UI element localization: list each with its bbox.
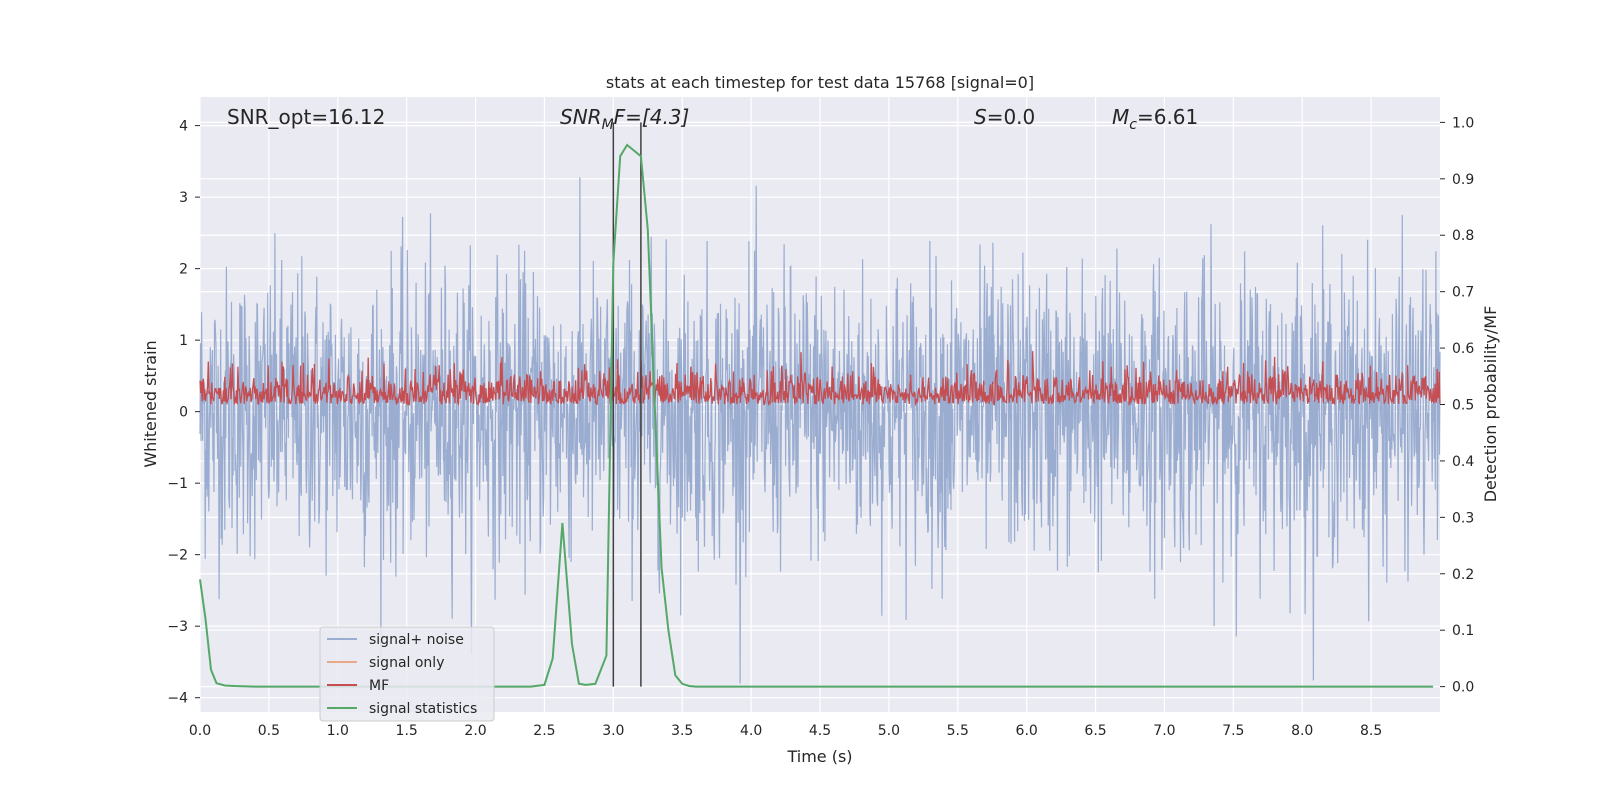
- y-right-axis-ticks: 1.0 0.9 0.8 0.7 0.6 0.5 0.4 0.3 0.2 0.1 0.0: [1440, 115, 1474, 696]
- chart-title: stats at each timestep for test data 157…: [606, 73, 1034, 92]
- x-tick-label-14: 7.0: [1153, 723, 1175, 739]
- legend-label-signal-noise: signal+ noise: [369, 632, 464, 648]
- mf-series: [199, 351, 1441, 407]
- legend-label-signal-only: signal only: [369, 655, 444, 671]
- x-tick-label-6: 3.0: [602, 723, 624, 739]
- legend: signal+ noise signal only MF signal stat…: [319, 626, 495, 722]
- y-left-tick-label-5: −1: [167, 476, 188, 492]
- y-left-tick-label-4: 0: [179, 405, 188, 421]
- annotation-mc: Mc=6.61: [1112, 105, 1198, 133]
- x-tick-label-10: 5.0: [878, 723, 900, 739]
- x-tick-label-17: 8.5: [1360, 723, 1382, 739]
- x-axis-label: Time (s): [786, 747, 852, 766]
- legend-label-mf: MF: [369, 678, 389, 694]
- y-left-axis-ticks: 4 3 2 1 0 −1 −2 −3 −4: [167, 119, 200, 707]
- x-tick-label-9: 4.5: [809, 723, 831, 739]
- y-right-tick-label-1: 0.9: [1452, 172, 1474, 188]
- y-right-tick-label-4: 0.6: [1452, 341, 1474, 357]
- x-tick-label-5: 2.5: [533, 723, 555, 739]
- y-left-tick-label-8: −4: [167, 691, 188, 707]
- x-tick-label-11: 5.5: [947, 723, 969, 739]
- y-left-axis-label: Whitened strain: [141, 340, 160, 467]
- y-right-tick-label-5: 0.5: [1452, 398, 1474, 414]
- signal-noise-series: [199, 177, 1441, 684]
- y-left-tick-label-1: 3: [179, 190, 188, 206]
- x-tick-label-16: 8.0: [1291, 723, 1313, 739]
- y-right-tick-label-6: 0.4: [1452, 454, 1474, 470]
- x-tick-label-4: 2.0: [464, 723, 486, 739]
- x-tick-label-3: 1.5: [396, 723, 418, 739]
- legend-label-signal-statistics: signal statistics: [369, 701, 477, 717]
- annotation-snr-mf-sub: M: [602, 117, 614, 133]
- signal-noise-line: [199, 177, 1441, 684]
- x-tick-label-13: 6.5: [1084, 723, 1106, 739]
- legend-box: [319, 626, 495, 722]
- annotation-snr-mf-main: SNR: [560, 105, 602, 129]
- annotation-s-rest: =0.0: [987, 105, 1036, 129]
- annotation-snr-mf: SNRMF=[4.3]: [560, 105, 689, 133]
- signal-statistics-series: [199, 143, 1434, 688]
- y-left-tick-label-0: 4: [179, 119, 188, 135]
- annotation-snr-opt: SNR_opt=16.12: [227, 105, 385, 129]
- x-tick-label-2: 1.0: [327, 723, 349, 739]
- y-right-tick-label-2: 0.8: [1452, 228, 1474, 244]
- y-right-tick-label-3: 0.7: [1452, 285, 1474, 301]
- y-right-axis-label: Detection probability/MF: [1481, 306, 1500, 503]
- annotation-mc-rest: =6.61: [1137, 105, 1198, 129]
- x-tick-label-15: 7.5: [1222, 723, 1244, 739]
- x-tick-label-7: 3.5: [671, 723, 693, 739]
- y-left-tick-label-2: 2: [179, 262, 188, 278]
- x-tick-label-1: 0.5: [258, 723, 280, 739]
- y-left-tick-label-3: 1: [179, 333, 188, 349]
- vertical-lines: [612, 122, 642, 687]
- y-left-tick-label-7: −3: [167, 619, 188, 635]
- annotation-snr-mf-rest: F=[4.3]: [614, 105, 690, 129]
- annotation-mc-sub: c: [1129, 117, 1137, 133]
- x-tick-label-12: 6.0: [1016, 723, 1038, 739]
- y-right-tick-label-9: 0.1: [1452, 623, 1474, 639]
- y-right-tick-label-0: 1.0: [1452, 115, 1474, 131]
- x-tick-label-0: 0.0: [189, 723, 211, 739]
- mf-line: [199, 351, 1441, 407]
- x-tick-label-8: 4.0: [740, 723, 762, 739]
- annotation-s-main: S: [974, 105, 987, 129]
- x-axis-ticks: 0.0 0.5 1.0 1.5 2.0 2.5 3.0 3.5 4.0 4.5 5.0 5.5 6.0 6…: [189, 723, 1382, 739]
- y-right-tick-label-8: 0.2: [1452, 567, 1474, 583]
- annotation-s: S=0.0: [974, 105, 1035, 129]
- y-right-tick-label-10: 0.0: [1452, 680, 1474, 696]
- signal-statistics-line: [199, 143, 1434, 688]
- annotation-mc-main: M: [1112, 105, 1129, 129]
- y-right-tick-label-7: 0.3: [1452, 510, 1474, 526]
- y-left-tick-label-6: −2: [167, 548, 188, 564]
